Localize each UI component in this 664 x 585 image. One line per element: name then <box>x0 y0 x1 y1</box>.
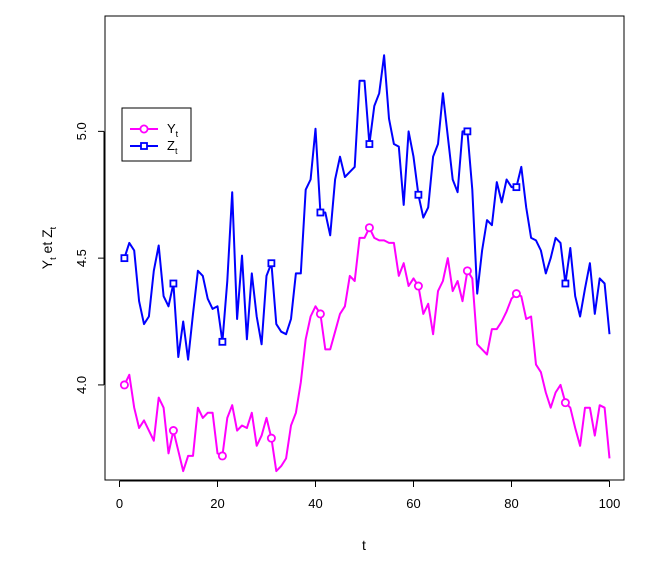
series-line-y <box>123 226 611 473</box>
legend-label-z: Zt <box>167 138 178 156</box>
data-point-y <box>413 281 423 291</box>
x-tick-label: 20 <box>210 496 224 511</box>
data-point-z <box>120 254 129 263</box>
data-point-z <box>365 140 374 148</box>
legend-marker-z <box>140 142 148 150</box>
data-point-y <box>560 398 570 408</box>
y-tick-label: 4.5 <box>74 249 89 267</box>
y-axis: 4.0 4.5 5.0 <box>74 122 105 394</box>
data-point-z <box>218 337 227 346</box>
legend-marker-y <box>139 124 149 134</box>
data-point-y <box>217 451 227 461</box>
y-tick-label: 5.0 <box>74 122 89 140</box>
plot-frame <box>104 15 625 481</box>
data-point-z <box>414 190 423 199</box>
data-point-y <box>119 380 129 390</box>
data-point-y <box>462 266 472 276</box>
x-tick-label: 80 <box>504 496 518 511</box>
series-layer <box>119 54 611 473</box>
series-line-z <box>123 54 611 361</box>
x-axis: 0 20 40 60 80 100 <box>116 480 621 511</box>
y-tick-label: 4.0 <box>74 376 89 394</box>
data-point-z <box>169 279 178 288</box>
data-point-y <box>364 223 374 233</box>
legend-box <box>121 107 192 162</box>
data-point-z <box>463 127 472 136</box>
data-point-z <box>512 183 521 192</box>
legend: Yt Zt <box>121 107 192 162</box>
x-tick-label: 100 <box>599 496 621 511</box>
y-axis-title: Yt et Zt <box>39 226 58 269</box>
data-point-y <box>315 309 325 319</box>
data-point-z <box>561 279 570 288</box>
data-point-z <box>316 208 325 217</box>
x-tick-label: 60 <box>406 496 420 511</box>
data-point-y <box>266 433 276 443</box>
x-axis-title: t <box>362 537 366 553</box>
data-point-y <box>511 289 521 299</box>
x-tick-label: 0 <box>116 496 123 511</box>
data-point-z <box>267 259 276 268</box>
data-point-y <box>168 426 178 436</box>
legend-label-y: Yt <box>167 121 179 139</box>
x-tick-label: 40 <box>308 496 322 511</box>
